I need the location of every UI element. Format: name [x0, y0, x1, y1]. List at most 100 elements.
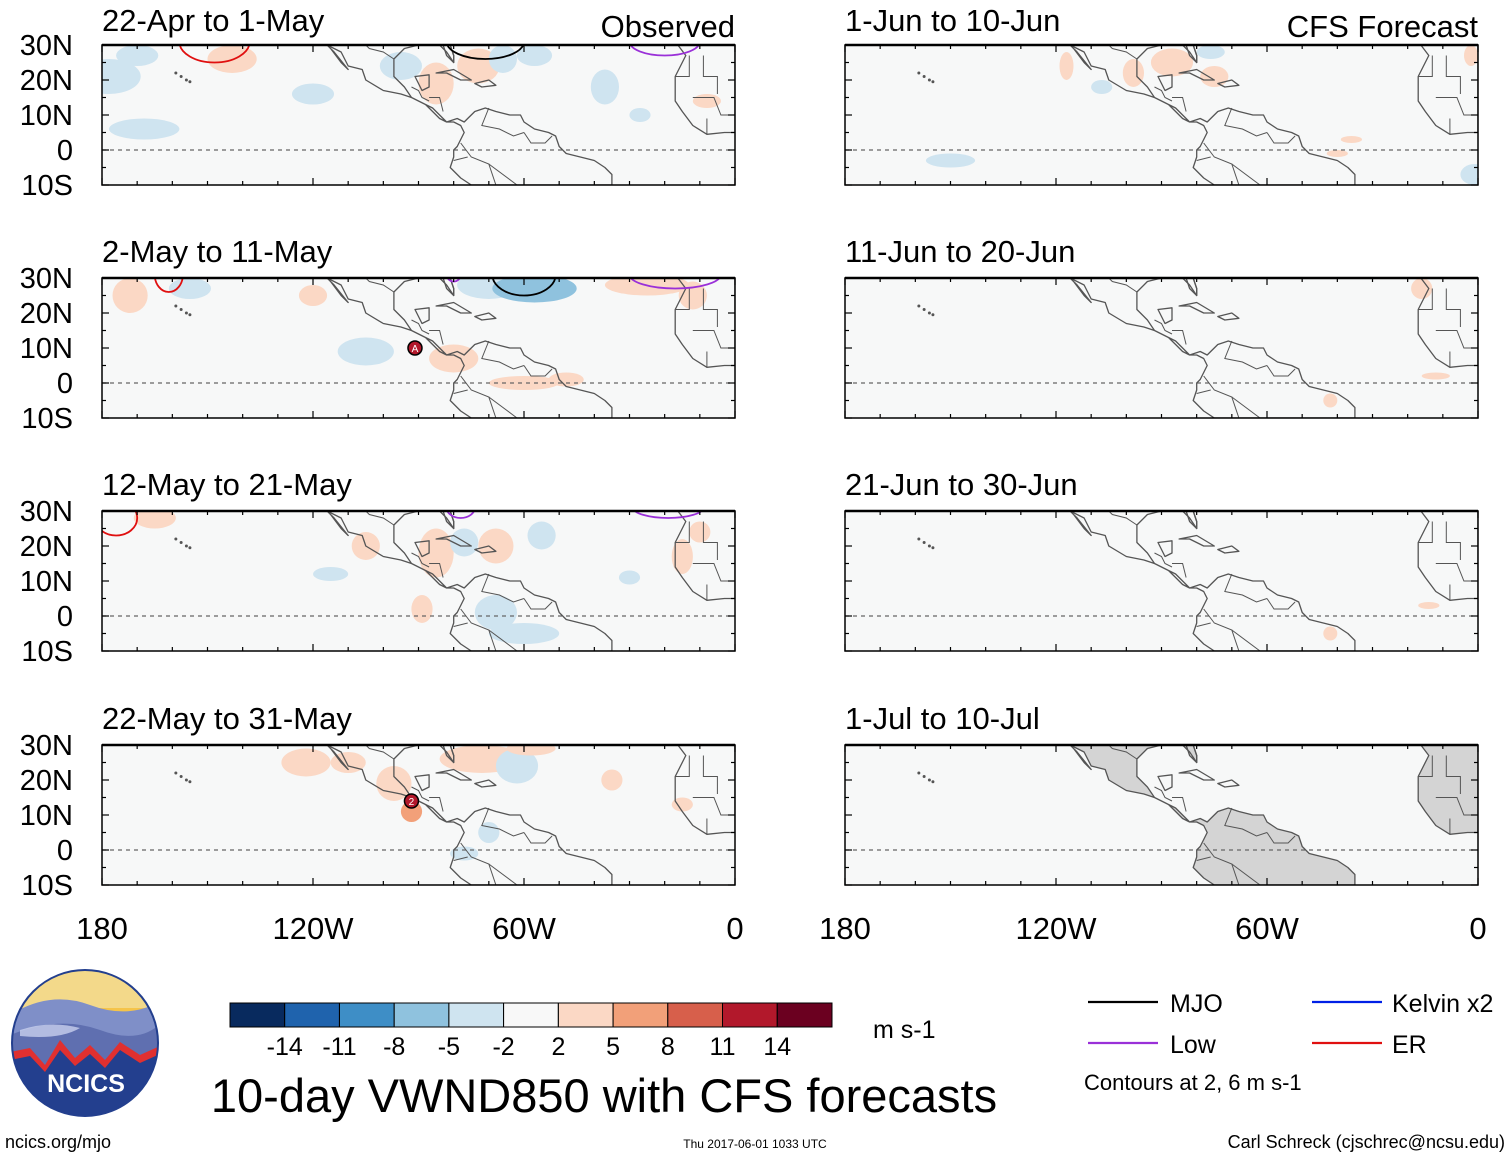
- coastline-yucatan: [1157, 774, 1173, 792]
- coastline-hispaniola: [1217, 79, 1240, 88]
- coastline-namerica: [1037, 511, 1356, 651]
- colorbar-swatch: [503, 1002, 559, 1028]
- coastline-florida: [442, 45, 455, 64]
- border: [702, 755, 718, 794]
- island: [927, 311, 931, 315]
- anomaly-blob: [671, 797, 693, 812]
- anomaly-blob: [629, 108, 651, 122]
- coastline-baja: [326, 278, 349, 304]
- coastline-yucatan: [414, 774, 430, 792]
- anomaly-blob: [281, 748, 331, 777]
- panel-background: [845, 278, 1478, 418]
- coastline-yucatan: [414, 74, 430, 92]
- y-tick-label: 20N: [20, 531, 73, 563]
- border: [1154, 552, 1173, 568]
- border: [1435, 97, 1478, 116]
- coastline-hispaniola: [1217, 545, 1240, 554]
- border: [692, 97, 735, 116]
- logo-text: NCICS: [47, 1070, 125, 1098]
- colorbar-swatch: [448, 1002, 505, 1028]
- storm-marker: [407, 340, 423, 356]
- border: [488, 629, 518, 651]
- coastline-cuba: [1178, 301, 1215, 314]
- anomaly-blob: [116, 45, 159, 66]
- island: [174, 537, 178, 541]
- coastline-cuba: [435, 68, 472, 81]
- anomaly-blob: [488, 623, 560, 644]
- border: [365, 511, 395, 526]
- anomaly-blob: [291, 83, 335, 105]
- x-tick-labels: 180 120W 60W 0 180 120W 60W 0: [76, 911, 1486, 946]
- border: [1067, 271, 1106, 275]
- anomaly-blob: [527, 521, 556, 550]
- anomaly-blob: [601, 769, 623, 791]
- coastline-namerica: [1037, 745, 1356, 885]
- colorbar-tick-label: 14: [763, 1033, 791, 1061]
- border: [1203, 142, 1240, 185]
- border: [1108, 745, 1138, 760]
- border: [675, 55, 690, 77]
- anomaly-blob: [376, 766, 412, 801]
- border: [1231, 629, 1261, 651]
- coastline-yucatan: [1157, 307, 1173, 325]
- border: [429, 563, 444, 578]
- anomaly-blob: [478, 528, 514, 564]
- contour-mjo: [491, 278, 557, 297]
- anomaly-blob: [411, 595, 433, 623]
- border: [675, 521, 690, 543]
- border: [1224, 107, 1268, 137]
- panel-content: [102, 38, 735, 185]
- border: [1435, 563, 1478, 582]
- anomaly-blob: [604, 278, 690, 296]
- border: [453, 156, 468, 161]
- border: [429, 97, 444, 112]
- colorbar-swatch: [776, 1002, 833, 1028]
- colorbar-swatch: [667, 1002, 723, 1028]
- y-tick-label: 30N: [20, 263, 73, 295]
- border: [324, 38, 363, 42]
- y-tick-label: 10N: [20, 800, 73, 832]
- anomaly-blob: [474, 595, 517, 630]
- border: [1224, 573, 1268, 603]
- border: [460, 142, 497, 185]
- border: [1224, 807, 1268, 837]
- island: [184, 78, 188, 82]
- border: [692, 797, 735, 816]
- anomaly-blob: [313, 567, 349, 581]
- coastline-cuba: [1178, 68, 1215, 81]
- contour-low: [446, 511, 475, 519]
- colorbar-tick-label: 5: [606, 1033, 620, 1061]
- coastline-florida: [1185, 278, 1198, 297]
- border: [1418, 755, 1433, 777]
- border: [411, 319, 430, 335]
- ncics-logo: NCICS: [11, 969, 159, 1117]
- border: [411, 786, 430, 802]
- island: [174, 771, 178, 775]
- anomaly-blob: [337, 337, 394, 366]
- x-tick-label: 60W: [492, 911, 556, 946]
- island: [184, 544, 188, 548]
- colorbar-swatch: [557, 1002, 614, 1028]
- border: [324, 504, 363, 508]
- colorbar-tick-label: -8: [383, 1033, 405, 1061]
- coastline-cuba: [435, 301, 472, 314]
- y-tick-label: 10S: [21, 403, 73, 435]
- island: [184, 311, 188, 315]
- border: [1108, 45, 1138, 60]
- anomaly-blob: [112, 278, 148, 313]
- border: [488, 163, 518, 185]
- colorbar-swatch: [339, 1002, 395, 1028]
- island: [179, 75, 183, 78]
- anomaly-blob: [429, 344, 479, 373]
- border: [429, 797, 444, 812]
- border: [453, 622, 468, 627]
- y-tick-label: 10S: [21, 170, 73, 202]
- coastline-yucatan: [1157, 540, 1173, 558]
- y-tick-label: 20N: [20, 65, 73, 97]
- coastline-yucatan: [1157, 74, 1173, 92]
- border: [1203, 608, 1240, 651]
- island: [179, 775, 183, 778]
- anomaly-blob: [298, 285, 328, 306]
- border: [523, 598, 553, 610]
